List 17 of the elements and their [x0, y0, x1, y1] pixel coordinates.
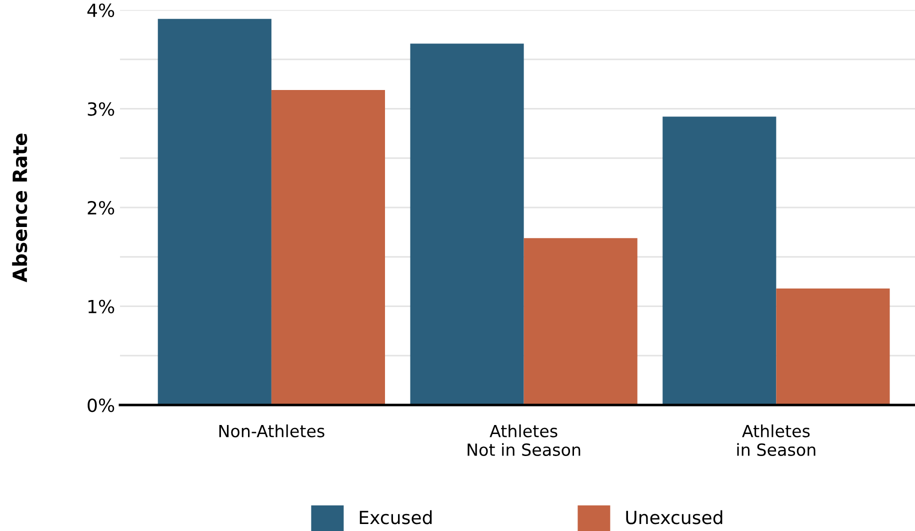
x-tick-label: Athletes Not in Season: [468, 424, 580, 456]
y-axis-title: Absence Rate: [12, 134, 28, 282]
bar: [662, 116, 776, 405]
y-tick-label: 3%: [88, 102, 114, 116]
y-tick-label: 0%: [88, 398, 114, 412]
legend-label: Excused: [360, 510, 432, 524]
bar: [410, 44, 524, 405]
y-tick-label: 2%: [88, 200, 114, 215]
bar: [271, 90, 385, 405]
bar: [158, 18, 272, 405]
bar: [524, 238, 638, 405]
bar: [776, 288, 890, 405]
y-tick-label: 1%: [88, 300, 114, 314]
x-tick-label: Non-Athletes: [219, 424, 324, 438]
y-tick-label: 4%: [87, 3, 114, 18]
legend-label: Unexcused: [626, 510, 722, 524]
x-tick-label: Athletes in Season: [737, 424, 816, 456]
